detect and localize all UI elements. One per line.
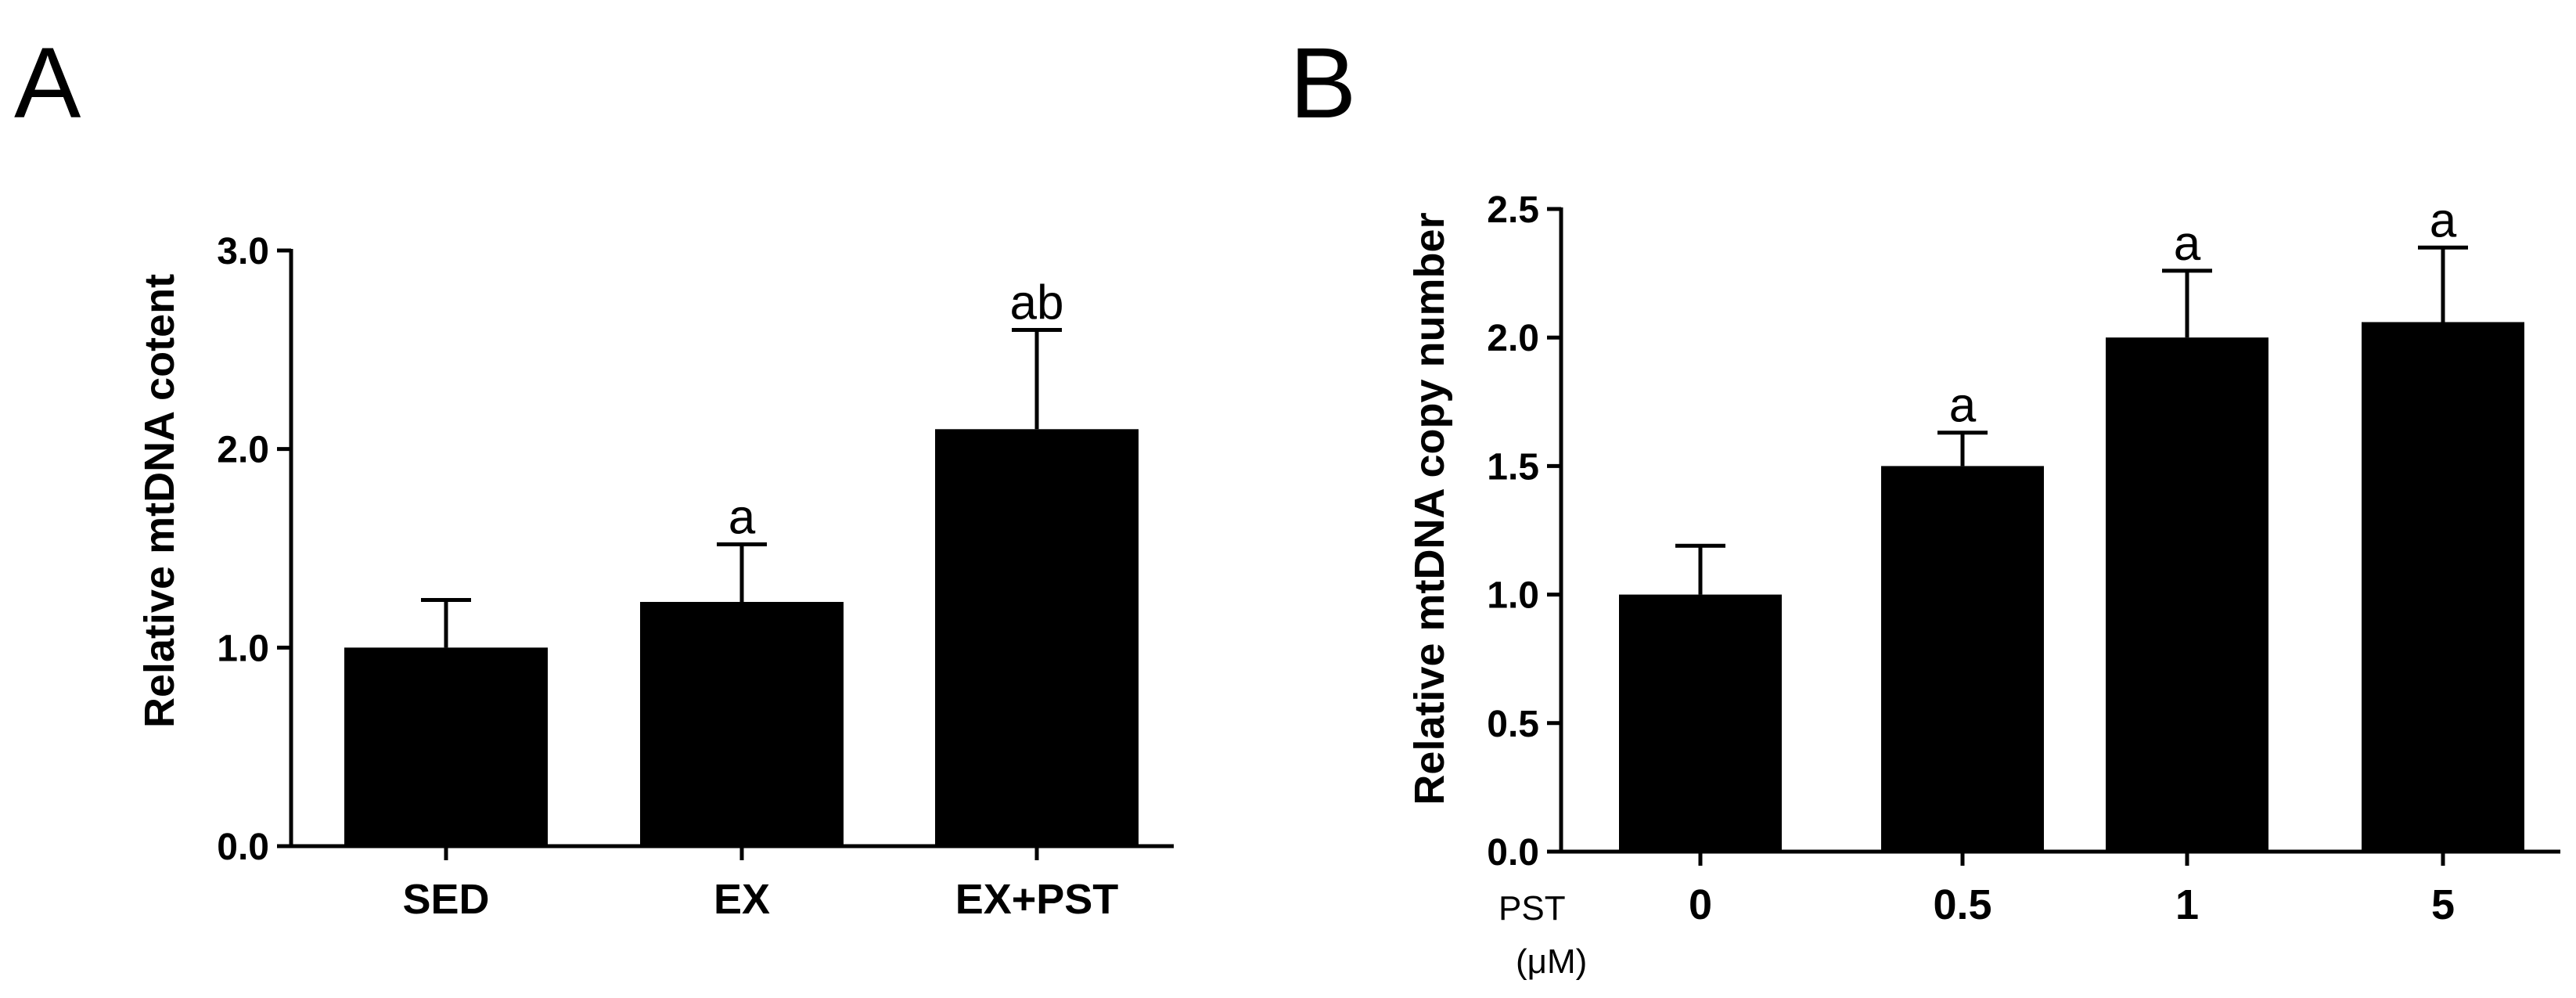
panel-b-bar	[1881, 466, 2044, 852]
panel-a-significance-label: a	[729, 490, 756, 544]
panel-a-category-label: EX	[714, 876, 770, 923]
panel-a-bar	[640, 601, 844, 846]
panel-a: A Relative mtDNA cotent 0.0 1.0 2.0 3.0 SED E…	[14, 27, 1174, 923]
panel-a-y-tick-label: 1.0	[217, 628, 269, 669]
panel-b-bar	[1619, 594, 1782, 852]
panel-b-x-axis-prefix: PST	[1498, 889, 1566, 928]
panel-a-bar	[344, 647, 548, 846]
panel-b-category-label: 1	[2175, 881, 2199, 928]
panel-b-y-axis-label: Relative mtDNA copy number	[1406, 212, 1453, 805]
panel-b-category-label: 0	[1689, 881, 1712, 928]
panel-a-category-label: SED	[402, 876, 489, 923]
panel-a-plot: 0.0 1.0 2.0 3.0 SED EX a EX+PST ab	[217, 231, 1174, 923]
panel-b-significance-label: a	[1949, 379, 1977, 433]
panel-b-y-tick-label: 0.0	[1487, 832, 1539, 874]
panel-b: B Relative mtDNA copy number PST (μM) 0.…	[1290, 27, 2560, 981]
panel-b-y-tick-label: 0.5	[1487, 704, 1539, 745]
panel-b-x-axis-unit: (μM)	[1516, 942, 1587, 981]
panel-b-plot: 0.0 0.5 1.0 1.5 2.0 2.5 0 0.5 a 1 a 5 a	[1487, 189, 2560, 928]
panel-b-y-tick-label: 1.5	[1487, 446, 1539, 488]
panel-a-category-label: EX+PST	[955, 876, 1119, 923]
panel-b-y-tick-label: 2.5	[1487, 189, 1539, 231]
panel-b-bar	[2106, 337, 2268, 852]
panel-letter-b: B	[1290, 27, 1356, 139]
panel-a-y-axis-label: Relative mtDNA cotent	[136, 274, 183, 728]
panel-b-category-label: 0.5	[1933, 881, 1991, 928]
panel-a-significance-label: ab	[1010, 276, 1064, 330]
panel-a-y-tick-label: 0.0	[217, 827, 269, 868]
panel-b-y-tick-label: 1.0	[1487, 575, 1539, 617]
panel-b-significance-label: a	[2430, 193, 2457, 247]
panel-a-y-tick-label: 3.0	[217, 231, 269, 272]
panel-a-bar	[935, 429, 1139, 846]
panel-b-bar	[2362, 322, 2524, 852]
panel-b-y-tick-label: 2.0	[1487, 318, 1539, 359]
panel-b-significance-label: a	[2174, 217, 2201, 271]
panel-letter-a: A	[14, 27, 81, 139]
panel-b-category-label: 5	[2431, 881, 2455, 928]
panel-a-y-tick-label: 2.0	[217, 430, 269, 471]
